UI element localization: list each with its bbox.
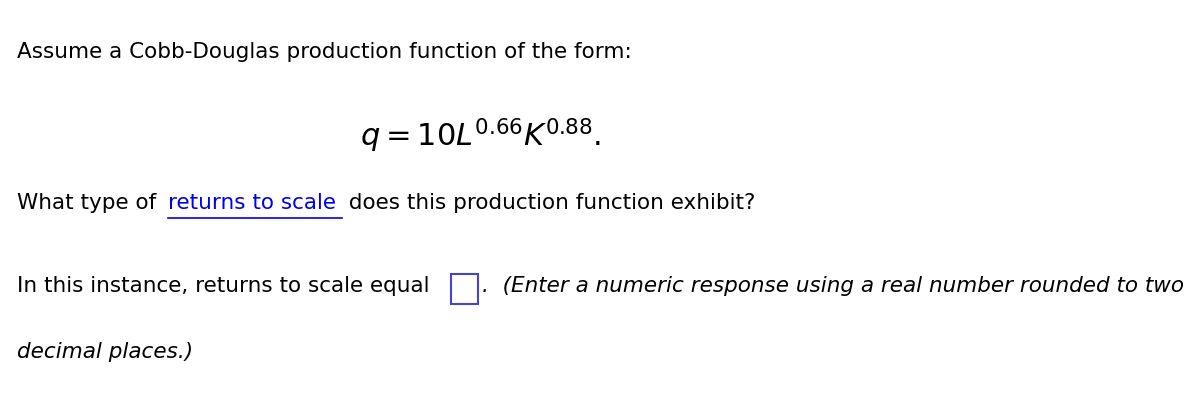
Text: decimal places.): decimal places.) — [17, 342, 193, 362]
Text: Assume a Cobb-Douglas production function of the form:: Assume a Cobb-Douglas production functio… — [17, 42, 632, 61]
Text: returns to scale: returns to scale — [168, 193, 336, 213]
Text: does this production function exhibit?: does this production function exhibit? — [342, 193, 755, 213]
Text: .  (Enter a numeric response using a real number rounded to two: . (Enter a numeric response using a real… — [482, 276, 1184, 296]
Text: $q = 10L^{0.66}K^{0.88}.$: $q = 10L^{0.66}K^{0.88}.$ — [360, 116, 601, 155]
Text: What type of: What type of — [17, 193, 163, 213]
Text: In this instance, returns to scale equal: In this instance, returns to scale equal — [17, 276, 437, 296]
